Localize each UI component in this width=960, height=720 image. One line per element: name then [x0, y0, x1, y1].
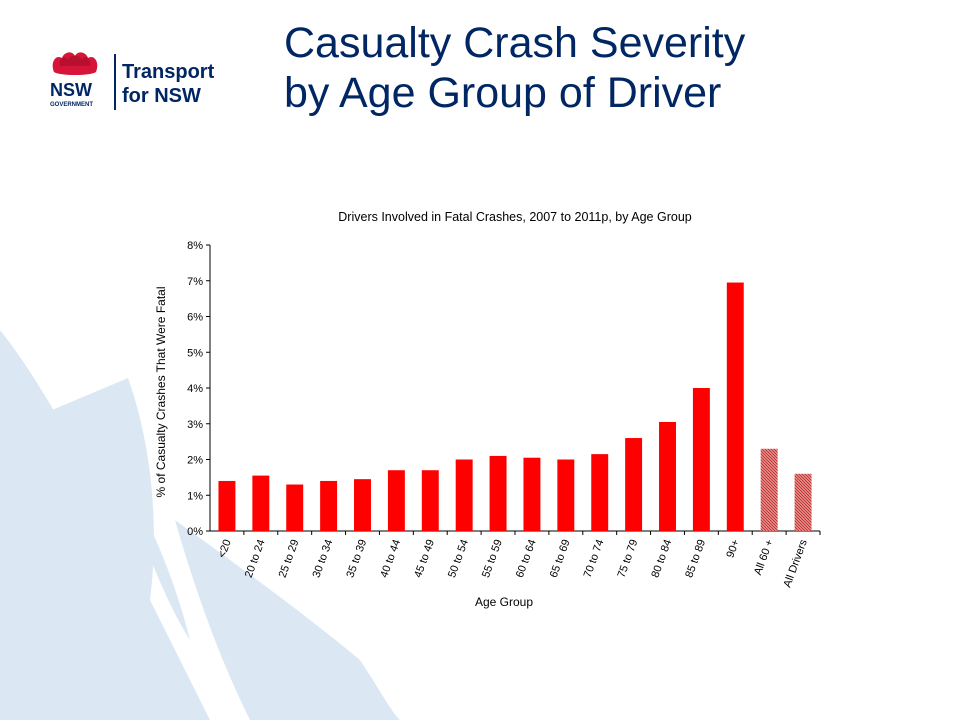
- x-tick-label: 85 to 89: [683, 538, 708, 579]
- x-tick-label: 45 to 49: [412, 538, 437, 579]
- x-tick-label: 90+: [724, 538, 742, 560]
- x-tick-label: 75 to 79: [616, 538, 641, 579]
- x-tick-label: <20: [216, 538, 234, 560]
- y-tick-label: 0%: [187, 526, 203, 538]
- y-tick-label: 8%: [187, 240, 203, 252]
- bar-75-to-79: [625, 438, 643, 531]
- y-tick-label: 7%: [187, 276, 203, 288]
- bar-all-drivers: [794, 473, 812, 531]
- bar-80-to-84: [659, 421, 676, 531]
- x-axis-title: Age Group: [475, 595, 533, 609]
- y-tick-label: 2%: [187, 455, 203, 467]
- svg-text:for NSW: for NSW: [122, 85, 201, 107]
- x-tick-label: 20 to 24: [243, 538, 268, 579]
- x-tick-label: 30 to 34: [311, 538, 336, 579]
- y-tick-label: 4%: [187, 383, 203, 395]
- waratah-flower-icon: [52, 52, 98, 75]
- y-tick-label: 3%: [187, 419, 203, 431]
- y-tick-label: 6%: [187, 312, 203, 324]
- bar-45-to-49: [421, 470, 439, 531]
- bar-65-to-69: [557, 459, 575, 531]
- bar-20-to-24: [252, 475, 270, 531]
- svg-text:Transport: Transport: [122, 61, 215, 83]
- bar-70-to-74: [591, 454, 609, 531]
- x-tick-label: 25 to 29: [277, 538, 302, 579]
- bar-25-to-29: [286, 484, 304, 531]
- bar-50-to-54: [455, 459, 473, 531]
- x-tick-label: 65 to 69: [548, 538, 573, 579]
- x-tick-label: 50 to 54: [446, 538, 471, 579]
- slide-title-line1: Casualty Crash Severity: [284, 19, 746, 67]
- bar-20: [218, 480, 236, 531]
- bar-85-to-89: [692, 388, 710, 531]
- svg-text:NSW: NSW: [50, 80, 92, 100]
- bar-90: [726, 282, 744, 531]
- svg-text:GOVERNMENT: GOVERNMENT: [50, 102, 93, 108]
- slide-title-line2: by Age Group of Driver: [284, 69, 722, 117]
- x-tick-label: All 60 +: [752, 538, 776, 577]
- bar-35-to-39: [354, 479, 371, 531]
- bar-40-to-44: [387, 470, 405, 531]
- chart-title: Drivers Involved in Fatal Crashes, 2007 …: [338, 210, 691, 224]
- x-tick-label: All Drivers: [781, 537, 810, 589]
- y-tick-label: 5%: [187, 347, 203, 359]
- bar-60-to-64: [523, 457, 541, 531]
- bar-30-to-34: [320, 480, 338, 531]
- x-tick-label: 55 to 59: [480, 538, 505, 579]
- bar-all-60: [760, 448, 778, 531]
- y-tick-label: 1%: [187, 490, 203, 502]
- x-tick-label: 35 to 39: [344, 538, 369, 579]
- y-axis-title: % of Casualty Crashes That Were Fatal: [154, 287, 168, 498]
- bar-55-to-59: [489, 455, 507, 531]
- x-tick-label: 80 to 84: [649, 538, 674, 579]
- x-tick-label: 40 to 44: [378, 538, 403, 579]
- nsw-transport-logo: NSW GOVERNMENT Transport for NSW: [50, 52, 215, 110]
- x-tick-label: 70 to 74: [582, 538, 607, 579]
- x-tick-label: 60 to 64: [514, 538, 539, 579]
- slide-title: Casualty Crash Severity by Age Group of …: [284, 18, 924, 118]
- bar-chart: Drivers Involved in Fatal Crashes, 2007 …: [154, 210, 821, 609]
